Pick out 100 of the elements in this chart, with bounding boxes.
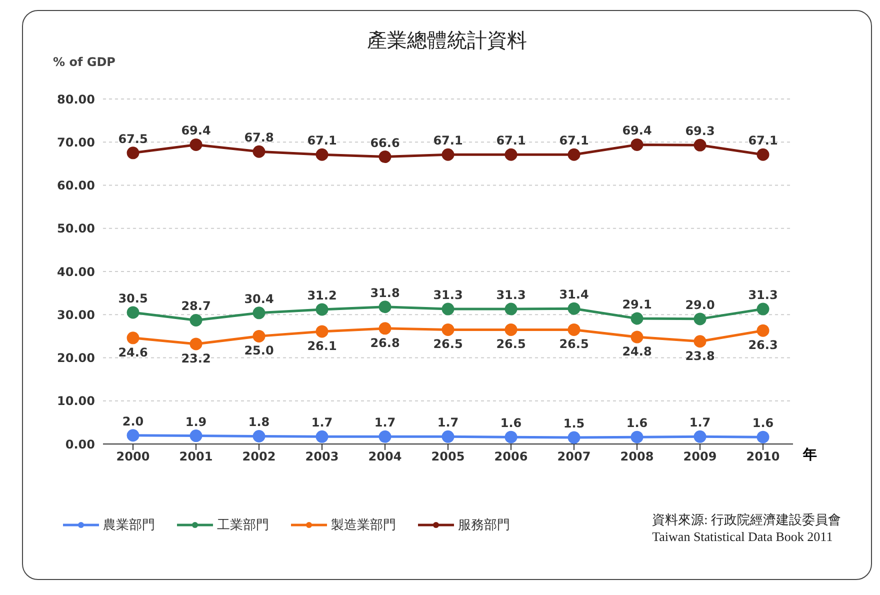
data-label: 2.0	[122, 414, 144, 428]
data-label: 1.7	[437, 416, 459, 430]
point	[378, 322, 392, 335]
point	[190, 314, 202, 326]
point	[190, 338, 202, 350]
point	[630, 330, 644, 344]
point	[694, 312, 706, 326]
point	[568, 302, 580, 315]
point	[568, 148, 580, 161]
data-label: 67.1	[748, 134, 778, 148]
x-tick-label: 2006	[494, 450, 528, 464]
data-label: 67.1	[559, 134, 589, 148]
x-tick-label: 2002	[242, 450, 276, 464]
data-label: 31.3	[433, 288, 463, 302]
data-label: 31.2	[307, 288, 337, 302]
data-label: 67.1	[307, 134, 337, 148]
y-tick-label: 0.00	[65, 437, 95, 452]
data-label: 26.8	[370, 336, 400, 350]
x-tick-label: 2005	[431, 450, 465, 464]
x-tick-label: 2003	[305, 450, 339, 464]
x-tick-label: 2008	[620, 450, 654, 464]
point	[630, 312, 644, 325]
data-label: 24.6	[118, 345, 148, 360]
point	[694, 335, 706, 348]
data-label: 26.3	[748, 338, 778, 352]
point	[190, 430, 202, 442]
point	[756, 148, 770, 161]
point	[504, 148, 518, 161]
data-label: 67.5	[118, 132, 148, 146]
point	[190, 138, 202, 151]
point	[316, 325, 328, 338]
point	[442, 430, 454, 443]
legend-label: 工業部門	[217, 517, 269, 534]
data-label: 30.5	[118, 291, 148, 306]
data-label: 23.8	[685, 348, 715, 363]
x-tick-label: 2000	[116, 450, 150, 464]
data-label: 26.5	[496, 337, 526, 352]
point	[126, 332, 140, 344]
data-label: 26.5	[433, 337, 463, 352]
point	[378, 300, 392, 314]
x-tick-label: 2010	[746, 450, 780, 464]
data-label: 67.1	[433, 134, 463, 148]
point	[442, 302, 454, 316]
point	[252, 145, 266, 158]
data-label: 31.3	[748, 288, 778, 302]
point	[316, 148, 328, 161]
data-label: 66.6	[370, 136, 400, 150]
data-label: 29.0	[685, 298, 715, 312]
chart-title: 產業總體統計資料	[366, 27, 528, 54]
point	[504, 430, 518, 444]
y-tick-label: 80.00	[57, 92, 95, 106]
data-label: 1.7	[311, 416, 333, 430]
point	[316, 303, 328, 316]
y-axis-title: % of GDP	[53, 55, 116, 69]
point	[252, 430, 266, 442]
data-label: 67.1	[496, 134, 526, 148]
point	[756, 430, 770, 444]
data-label: 23.2	[181, 351, 211, 366]
y-tick-label: 50.00	[57, 222, 95, 236]
data-label: 1.8	[248, 415, 270, 430]
data-label: 1.5	[563, 416, 585, 431]
data-label: 25.0	[244, 344, 274, 358]
data-label: 31.8	[370, 286, 400, 300]
x-tick-label: 2001	[179, 450, 213, 464]
point	[694, 430, 706, 443]
point	[504, 323, 518, 336]
point	[630, 138, 644, 151]
data-label: 1.6	[500, 416, 522, 430]
data-label: 1.6	[626, 416, 648, 430]
data-label: 26.5	[559, 337, 589, 352]
data-label: 28.7	[181, 299, 211, 314]
legend-label: 服務部門	[458, 517, 510, 534]
y-tick-label: 30.00	[57, 308, 95, 322]
source-note: 資料來源: 行政院經濟建設委員會	[652, 511, 841, 529]
y-tick-label: 70.00	[57, 135, 95, 150]
data-label: 69.4	[622, 124, 652, 138]
point	[756, 324, 770, 337]
data-label: 1.6	[752, 416, 774, 430]
text: Taiwan Statistical Data Book 2011	[652, 529, 834, 545]
point	[630, 430, 644, 444]
legend-label: 製造業部門	[331, 517, 396, 534]
data-label: 1.7	[689, 416, 711, 430]
point	[694, 138, 706, 152]
y-tick-label: 60.00	[57, 178, 95, 193]
x-tick-label: 2007	[557, 450, 591, 464]
point	[756, 302, 770, 316]
data-label: 69.4	[181, 124, 211, 138]
point	[504, 302, 518, 316]
point	[378, 150, 392, 164]
x-axis-title: 年	[803, 446, 817, 464]
data-label: 67.8	[244, 130, 274, 145]
x-tick-label: 2009	[683, 450, 717, 464]
point	[126, 146, 140, 160]
data-label: 1.9	[185, 414, 207, 429]
point	[316, 430, 328, 443]
data-label: 24.8	[622, 344, 652, 359]
y-tick-label: 40.00	[57, 264, 95, 279]
data-label: 69.3	[685, 124, 715, 138]
point	[568, 431, 580, 444]
data-label: 1.7	[374, 416, 396, 430]
